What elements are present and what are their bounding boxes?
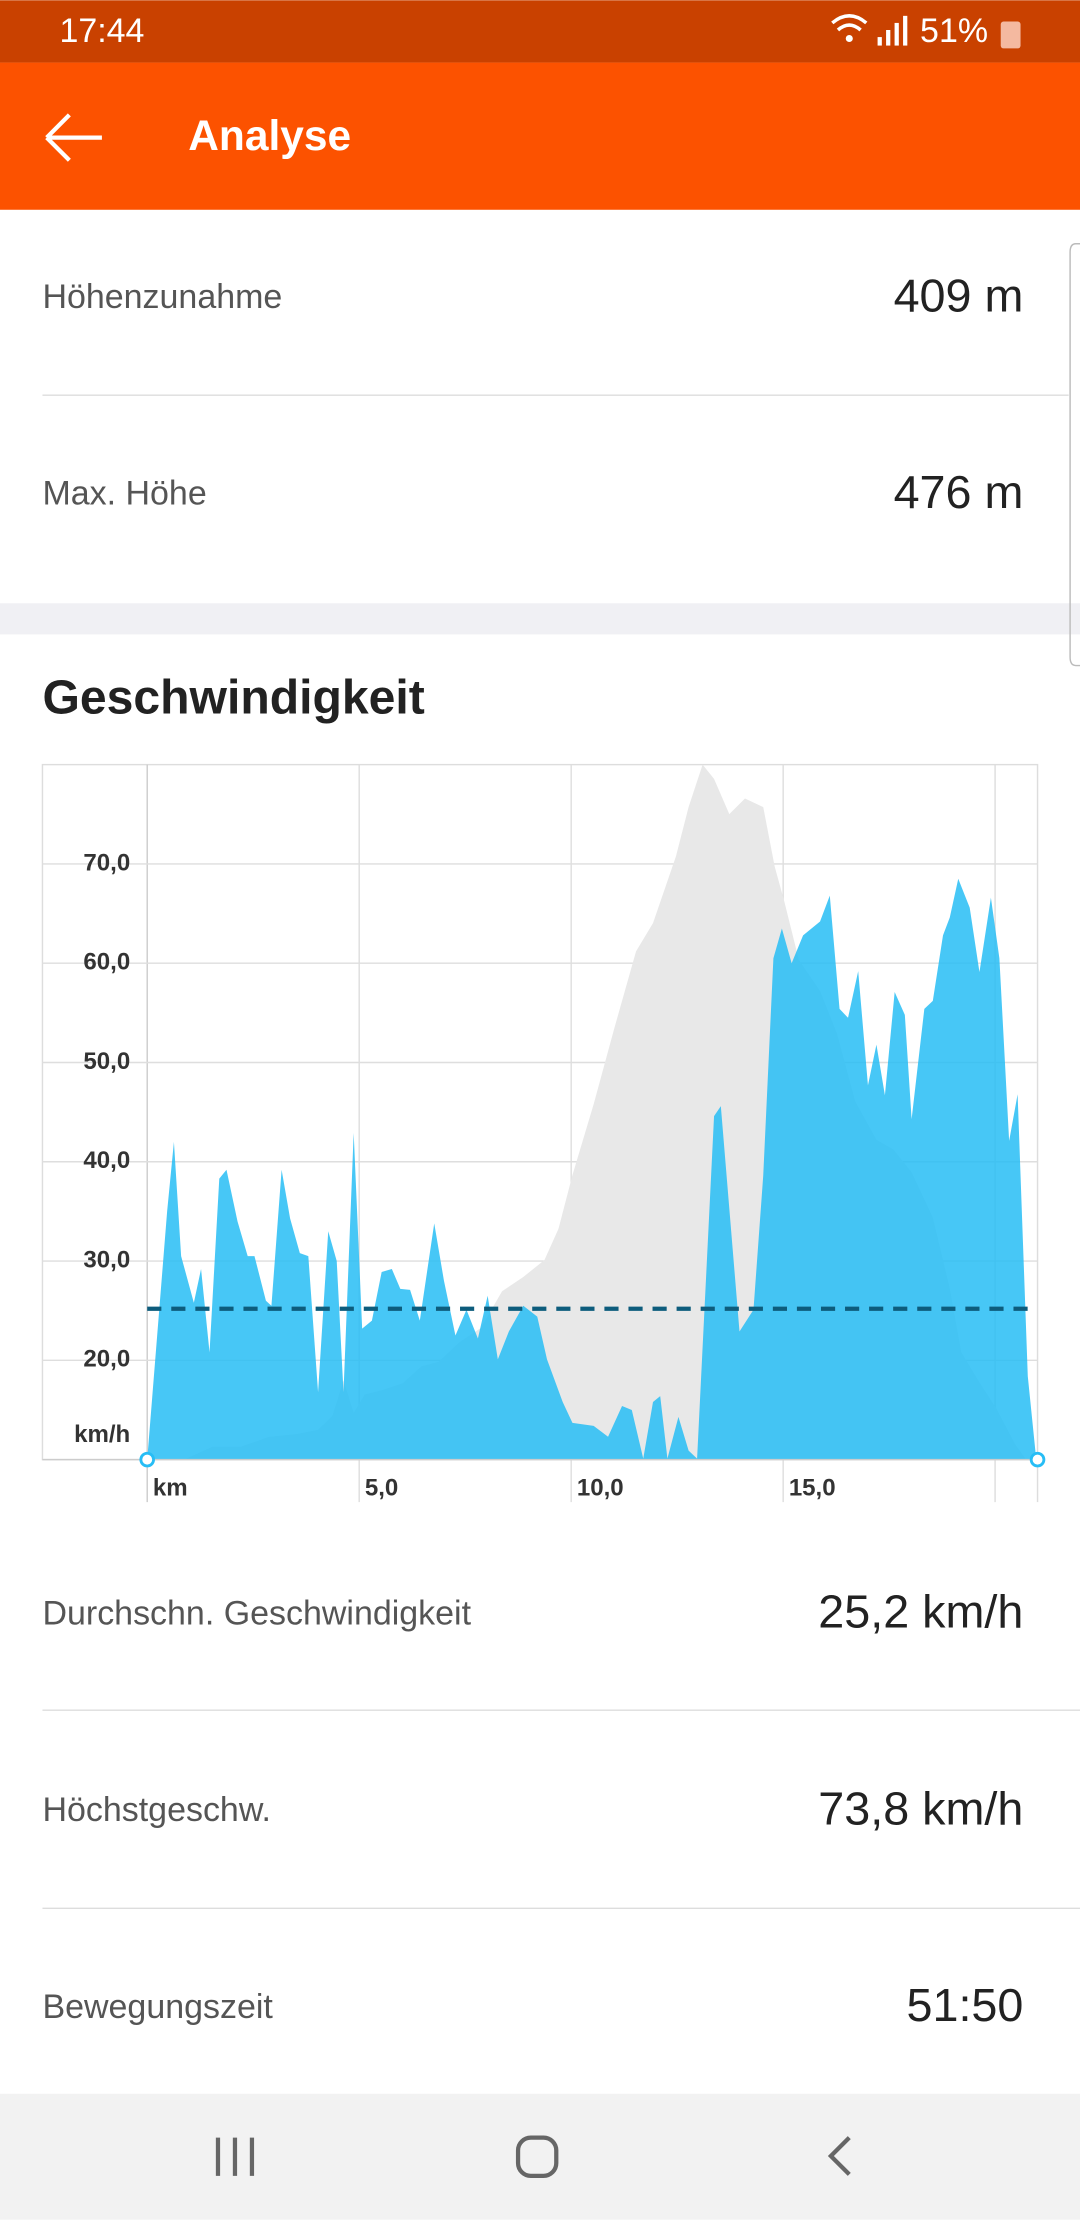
stat-value: 51:50	[907, 1979, 1024, 2031]
y-axis-label: km/h	[74, 1421, 130, 1448]
app-title: Analyse	[188, 112, 351, 159]
section-title: Geschwindigkeit	[42, 671, 424, 725]
battery-icon	[1000, 21, 1021, 49]
y-tick-label: 20,0	[83, 1346, 130, 1373]
nav-recent[interactable]	[215, 2137, 255, 2176]
area-series	[147, 878, 1037, 1460]
x-tick-label: 5,0	[365, 1475, 398, 1502]
stat-value: 25,2 km/h	[818, 1586, 1023, 1638]
stat-label: Durchschn. Geschwindigkeit	[42, 1594, 471, 1632]
x-tick-label: 10,0	[577, 1475, 624, 1502]
signal-icons	[831, 14, 908, 46]
back-button[interactable]	[45, 113, 102, 162]
status-bar	[0, 0, 1080, 63]
chart: 20,0 30,0 40,0 50,0 60,0 70,0 5,0 10,0 15,0 km/h k…	[41, 763, 1046, 1503]
range-handle	[139, 1451, 155, 1468]
x-axis-label: km	[153, 1475, 188, 1502]
section-gap	[0, 603, 1080, 635]
stat-value: 476 m	[894, 466, 1024, 518]
nav-bar	[0, 2093, 1080, 2220]
stat-value: 73,8 km/h	[818, 1782, 1023, 1834]
nav-back[interactable]	[827, 2136, 851, 2176]
app-bar	[0, 62, 1080, 210]
stat-value: 409 m	[894, 269, 1024, 321]
nav-home[interactable]	[515, 2135, 559, 2178]
edge-panel	[1069, 243, 1080, 667]
status-time: 17:44	[59, 12, 144, 50]
y-tick-label: 40,0	[83, 1147, 130, 1174]
y-tick-label: 70,0	[83, 849, 130, 876]
stat-label: Höhenzunahme	[42, 278, 282, 316]
range-handle	[1029, 1451, 1046, 1468]
y-tick-label: 50,0	[83, 1048, 130, 1075]
stat-label: Bewegungszeit	[42, 1988, 273, 2026]
y-tick-label: 30,0	[83, 1246, 130, 1273]
stat-label: Höchstgeschw.	[42, 1791, 270, 1829]
x-tick-label: 15,0	[789, 1475, 836, 1502]
y-tick-label: 60,0	[83, 949, 130, 976]
status-battery: 51%	[920, 12, 988, 50]
stat-label: Max. Höhe	[42, 475, 206, 513]
